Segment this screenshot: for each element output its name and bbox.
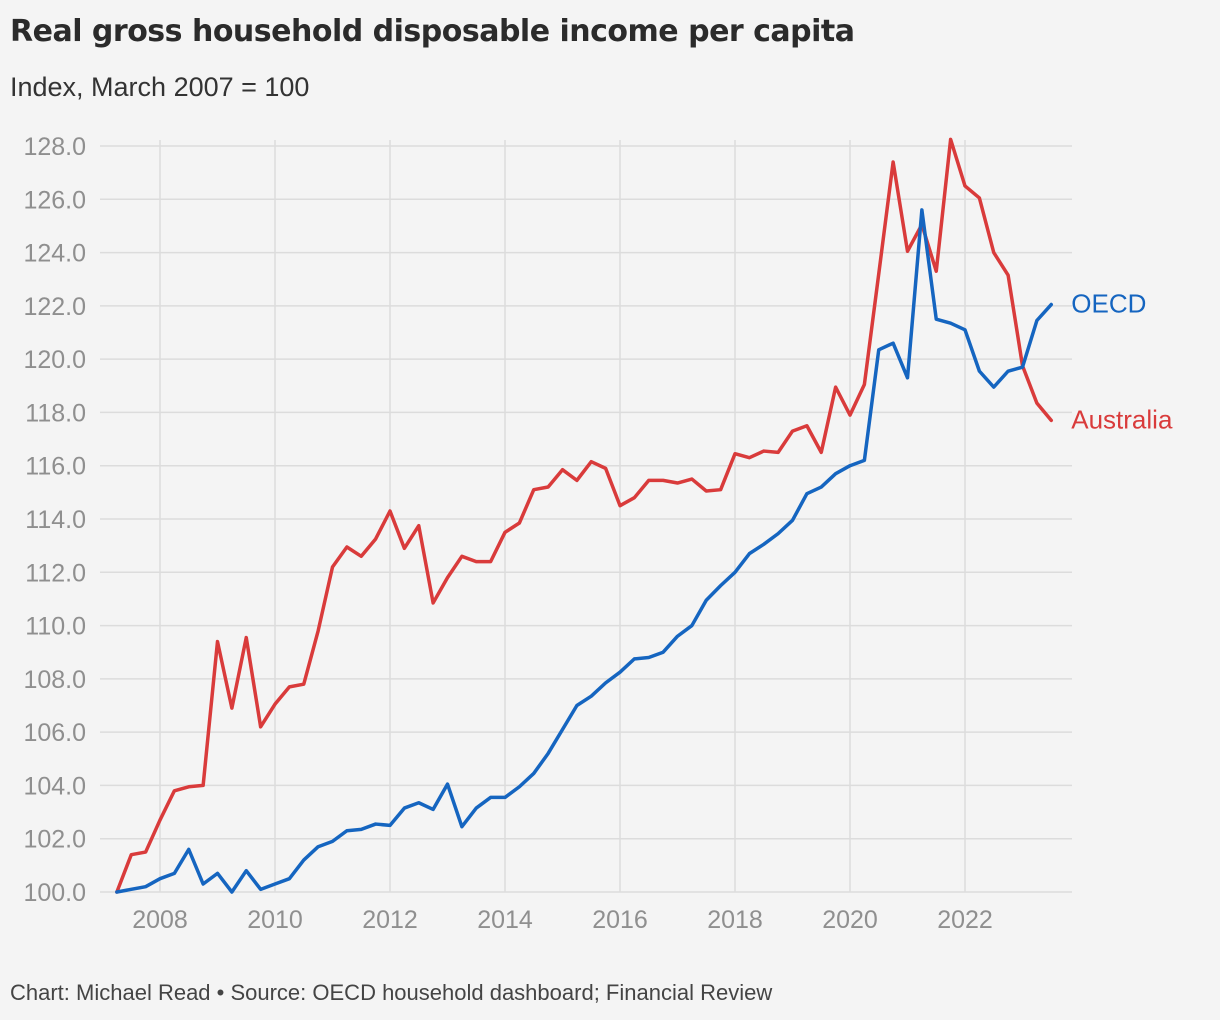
x-tick-label: 2020 <box>822 906 878 934</box>
y-tick-label: 122.0 <box>23 293 86 321</box>
y-tick-label: 108.0 <box>23 666 86 694</box>
x-tick-label: 2010 <box>247 906 303 934</box>
y-tick-label: 110.0 <box>25 613 86 641</box>
y-tick-label: 102.0 <box>23 826 86 854</box>
y-tick-label: 124.0 <box>23 240 86 268</box>
series-labels: OECD Australia <box>1071 289 1173 435</box>
series-line-oecd <box>115 208 1053 894</box>
y-tick-label: 106.0 <box>23 719 86 747</box>
x-axis-ticks: 2008 2010 2012 2014 2016 2018 2020 2022 <box>132 906 993 934</box>
x-tick-label: 2018 <box>707 906 763 934</box>
y-tick-label: 126.0 <box>23 186 86 214</box>
y-tick-label: 128.0 <box>23 133 86 161</box>
x-gridlines <box>159 140 966 892</box>
y-tick-label: 112.0 <box>25 559 86 587</box>
x-tick-label: 2016 <box>592 906 648 934</box>
y-axis-ticks: 100.0 102.0 104.0 106.0 108.0 110.0 112.0 114.0… <box>23 133 86 907</box>
chart-credit: Chart: Michael Read • Source: OECD house… <box>10 980 773 1005</box>
series-line-australia <box>115 137 1053 894</box>
series-lines <box>115 137 1053 894</box>
x-tick-label: 2022 <box>937 906 993 934</box>
x-tick-label: 2008 <box>132 906 188 934</box>
x-tick-label: 2012 <box>362 906 418 934</box>
y-tick-label: 116.0 <box>25 453 86 481</box>
y-tick-label: 120.0 <box>23 346 86 374</box>
x-tick-label: 2014 <box>477 906 533 934</box>
y-tick-label: 118.0 <box>25 399 86 427</box>
line-chart: 100.0 102.0 104.0 106.0 108.0 110.0 112.0 114.0… <box>23 133 1173 934</box>
chart-subtitle: Index, March 2007 = 100 <box>10 72 310 102</box>
y-tick-label: 100.0 <box>23 879 86 907</box>
y-gridlines <box>100 145 1072 893</box>
series-label-oecd: OECD <box>1071 289 1146 319</box>
chart-title: Real gross household disposable income p… <box>10 14 855 49</box>
series-label-australia: Australia <box>1071 404 1173 434</box>
y-tick-label: 114.0 <box>25 506 86 534</box>
y-tick-label: 104.0 <box>23 772 86 800</box>
